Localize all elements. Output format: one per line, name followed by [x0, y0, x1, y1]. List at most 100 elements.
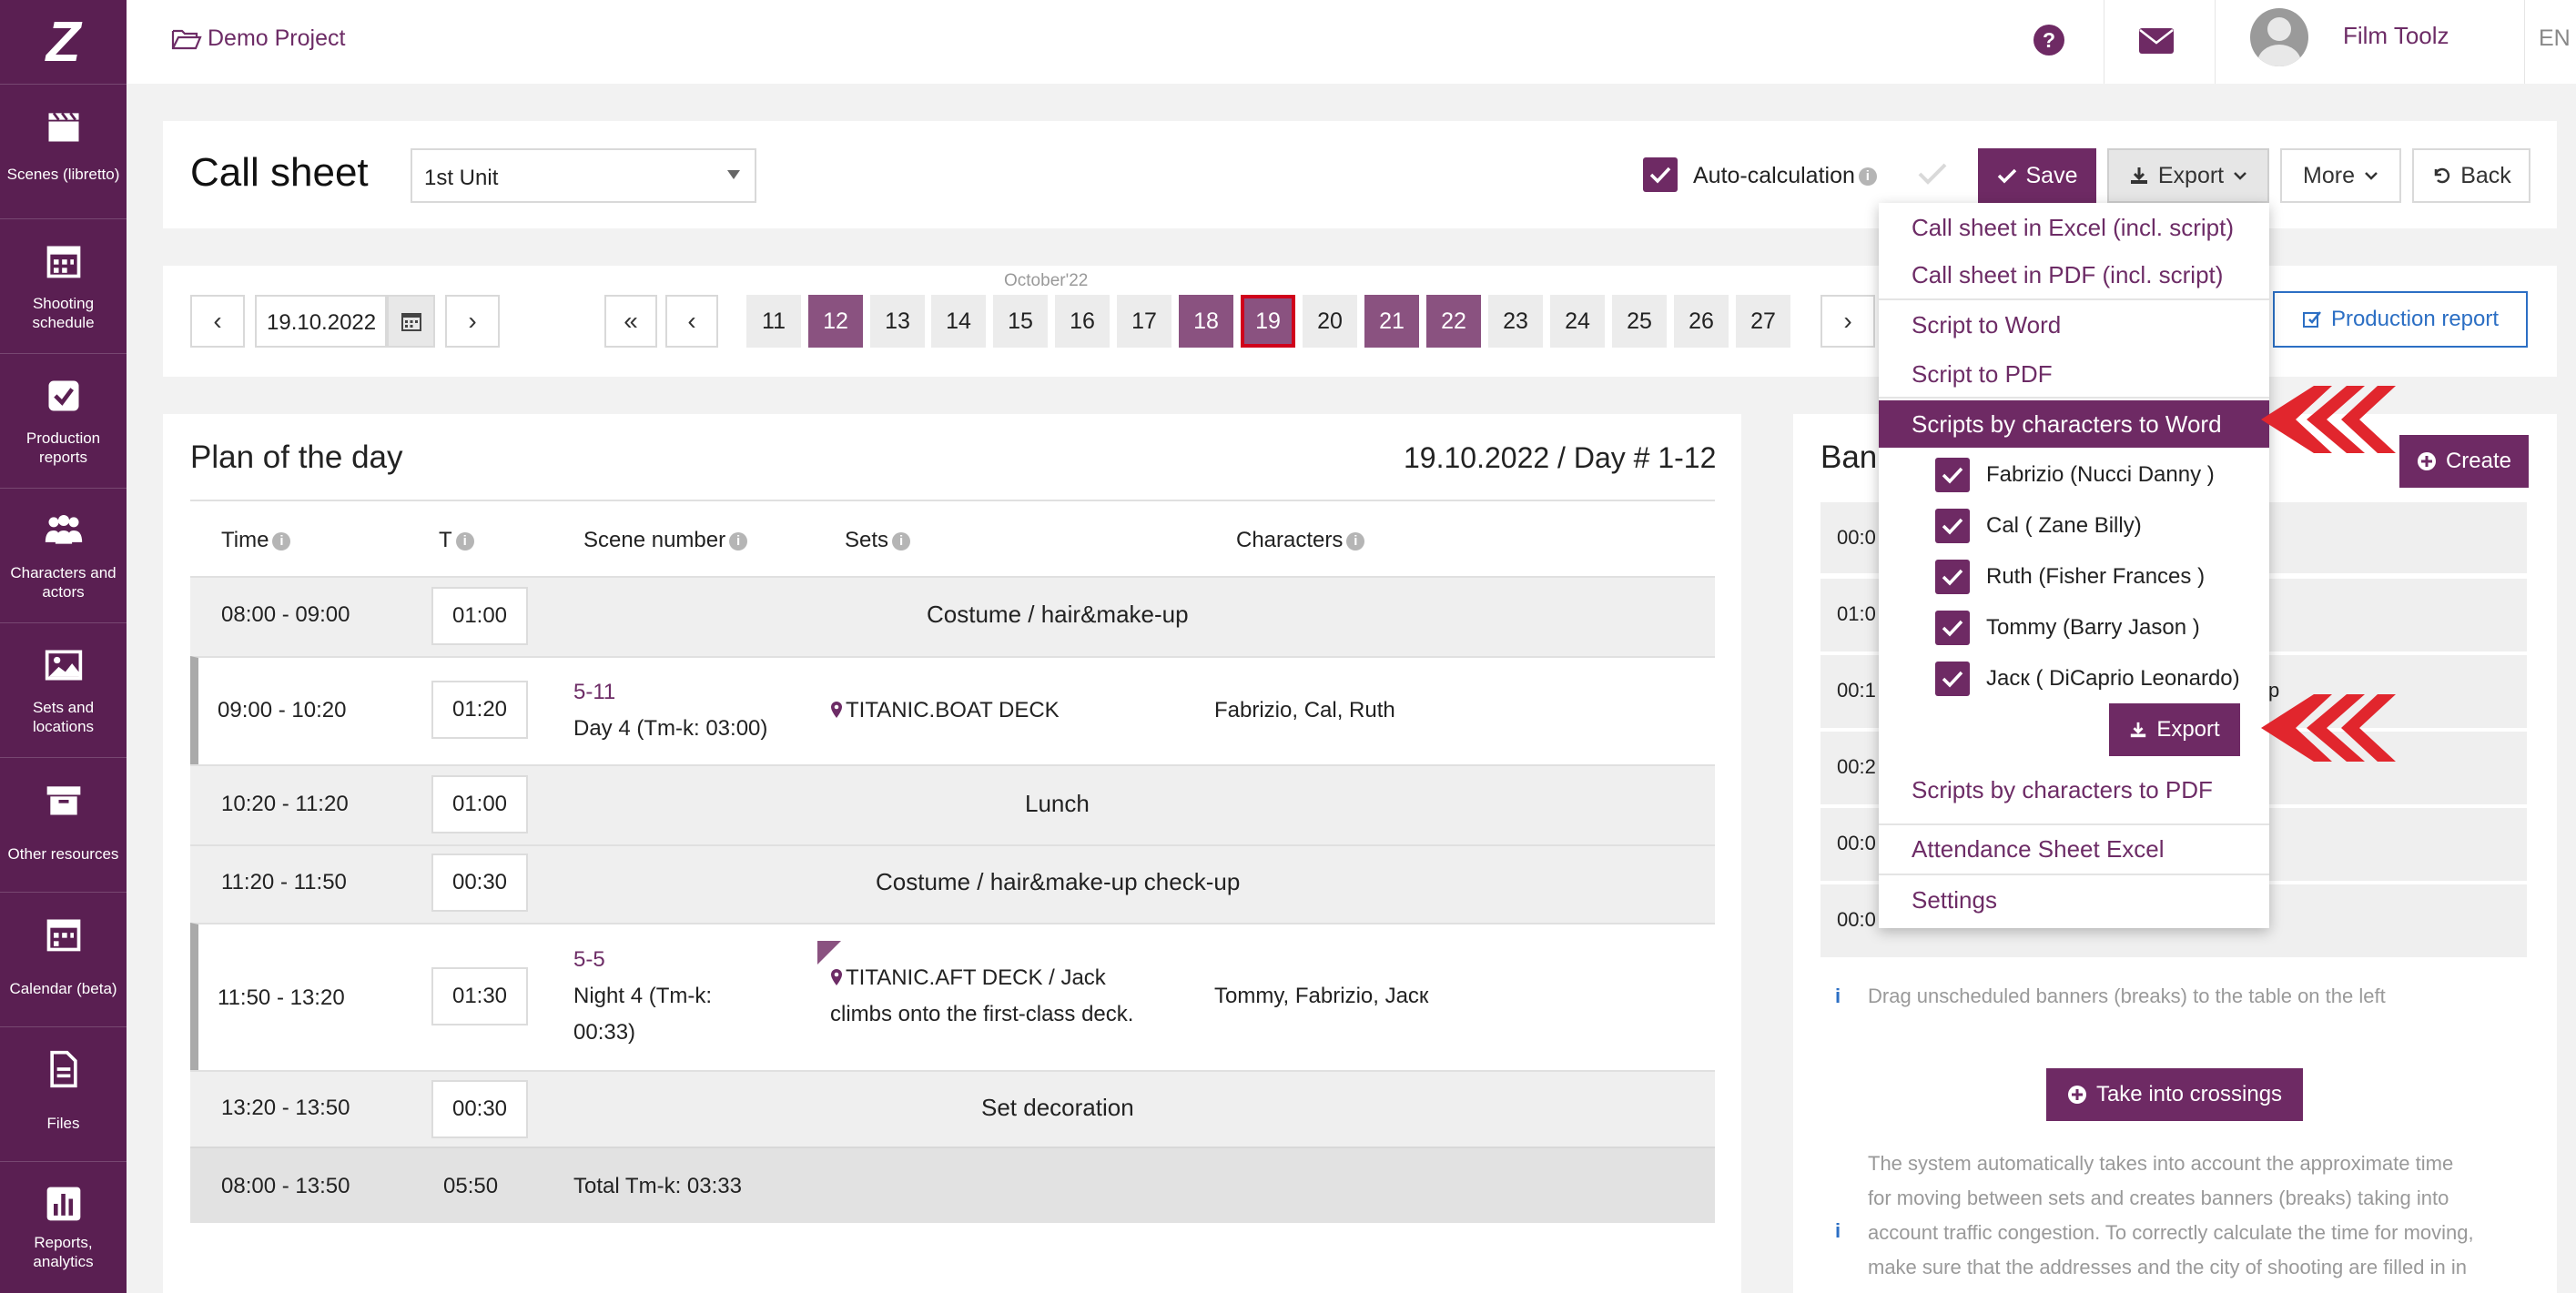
app-logo[interactable]: Z	[46, 10, 81, 74]
total-label: Total Tm-k: 03:33	[573, 1174, 742, 1198]
save-button[interactable]: Save	[1978, 148, 2096, 203]
calendar-grid-icon	[46, 246, 80, 278]
day-cell[interactable]: 12	[808, 295, 863, 348]
next-page-button[interactable]: ›	[1820, 295, 1875, 348]
mail-icon[interactable]	[2138, 27, 2175, 55]
undo-icon	[2434, 167, 2450, 184]
day-cell[interactable]: 24	[1550, 295, 1605, 348]
avatar[interactable]	[2250, 8, 2308, 66]
day-cell[interactable]: 16	[1055, 295, 1110, 348]
set-desc: climbs onto the first-class deck.	[830, 1002, 1134, 1026]
menu-item-attendance-excel[interactable]: Attendance Sheet Excel	[1912, 835, 2165, 863]
day-cell[interactable]: 22	[1426, 295, 1481, 348]
export-characters-button[interactable]: Export	[2109, 703, 2240, 756]
duration-input[interactable]: 00:30	[431, 854, 528, 912]
day-cell[interactable]: 11	[746, 295, 801, 348]
character-label: Cal ( Zane Billy)	[1986, 513, 2142, 538]
nav-files[interactable]: Files	[0, 1026, 127, 1160]
menu-item-callsheet-pdf[interactable]: Call sheet in PDF (incl. script)	[1912, 261, 2224, 288]
day-cell[interactable]: 25	[1612, 295, 1667, 348]
back-button[interactable]: Back	[2412, 148, 2530, 203]
day-cell[interactable]: 14	[931, 295, 986, 348]
duration-input[interactable]: 01:00	[431, 775, 528, 833]
export-button[interactable]: Export	[2107, 148, 2269, 203]
menu-item-settings[interactable]: Settings	[1912, 886, 1997, 914]
prev-date-button[interactable]: ‹	[190, 295, 245, 348]
duration-input[interactable]: 00:30	[431, 1080, 528, 1138]
duration-input[interactable]: 01:30	[431, 967, 528, 1025]
menu-item-script-word[interactable]: Script to Word	[1912, 311, 2062, 338]
first-page-button[interactable]: «	[604, 295, 657, 348]
nav-label: Characters and actors	[10, 564, 117, 601]
row-time: 08:00 - 09:00	[221, 602, 350, 627]
nav-reports[interactable]: Reports, analytics	[0, 1161, 127, 1293]
nav-shooting-schedule[interactable]: Shooting schedule	[0, 218, 127, 352]
calendar-picker-button[interactable]	[387, 295, 435, 348]
autocalc-checkbox[interactable]	[1643, 157, 1678, 192]
user-name[interactable]: Film Toolz	[2343, 22, 2449, 49]
day-cell[interactable]: 15	[993, 295, 1048, 348]
project-link[interactable]: Demo Project	[171, 25, 345, 52]
clapperboard-icon	[48, 112, 78, 142]
menu-item-scripts-by-characters-word[interactable]: Scripts by characters to Word	[1879, 400, 2269, 448]
duration-input[interactable]: 01:20	[431, 681, 528, 739]
scene-link[interactable]: 5-11	[573, 680, 616, 704]
day-cell[interactable]: 21	[1364, 295, 1419, 348]
check-icon[interactable]	[1917, 161, 1948, 187]
characters: Tommy, Fabrizio, Jacк	[1214, 984, 1429, 1008]
menu-item-script-pdf[interactable]: Script to PDF	[1912, 360, 2053, 388]
help-icon[interactable]: ?	[2033, 24, 2065, 56]
day-cell[interactable]: 20	[1303, 295, 1357, 348]
table-row-scene[interactable]	[190, 923, 1715, 1070]
plan-date-day: 19.10.2022 / Day # 1-12	[1404, 441, 1717, 474]
row-time: 11:50 - 13:20	[218, 985, 345, 1010]
nav-scenes[interactable]: Scenes (libretto)	[0, 84, 127, 217]
day-cell[interactable]: 18	[1179, 295, 1233, 348]
day-cell[interactable]: 23	[1488, 295, 1543, 348]
nav-label: Sets and locations	[32, 699, 95, 735]
day-cell-selected[interactable]: 19	[1241, 295, 1295, 348]
nav-characters[interactable]: Characters and actors	[0, 488, 127, 621]
check-icon	[1942, 620, 1963, 637]
unit-select[interactable]: 1st Unit	[411, 148, 756, 203]
topbar: Demo Project ? Film Toolz EN	[127, 0, 2576, 84]
more-button[interactable]: More	[2280, 148, 2401, 203]
character-checkbox[interactable]	[1935, 458, 1970, 492]
character-checkbox[interactable]	[1935, 560, 1970, 594]
banner-title: Costume / hair&make-up	[927, 601, 1189, 628]
info-icon: i	[729, 531, 748, 551]
nav-label: Production reports	[25, 429, 101, 466]
duration-input[interactable]: 01:00	[431, 587, 528, 645]
create-banner-button[interactable]: Create	[2399, 435, 2529, 488]
date-input[interactable]: 19.10.2022	[255, 295, 387, 348]
character-checkbox[interactable]	[1935, 611, 1970, 645]
language-switch[interactable]: EN	[2539, 25, 2571, 51]
production-report-button[interactable]: Production report	[2273, 291, 2528, 348]
menu-item-scripts-by-characters-pdf[interactable]: Scripts by characters to PDF	[1912, 776, 2213, 803]
day-cell[interactable]: 26	[1674, 295, 1729, 348]
scene-desc: 00:33)	[573, 1020, 636, 1045]
scene-link[interactable]: 5-5	[573, 947, 605, 972]
day-cell[interactable]: 27	[1736, 295, 1790, 348]
day-cell[interactable]: 17	[1117, 295, 1171, 348]
take-into-crossings-button[interactable]: Take into crossings	[2046, 1068, 2303, 1121]
day-cell[interactable]: 13	[870, 295, 925, 348]
nav-production-reports[interactable]: Production reports	[0, 353, 127, 487]
col-header-scene: Scene number i	[583, 528, 748, 553]
character-checkbox[interactable]	[1935, 662, 1970, 696]
next-date-button[interactable]: ›	[445, 295, 500, 348]
character-checkbox[interactable]	[1935, 509, 1970, 543]
prev-page-button[interactable]: ‹	[665, 295, 718, 348]
menu-item-callsheet-excel[interactable]: Call sheet in Excel (incl. script)	[1912, 214, 2234, 241]
nav-calendar[interactable]: Calendar (beta)	[0, 892, 127, 1025]
file-icon	[49, 1050, 77, 1088]
nav-sets[interactable]: Sets and locations	[0, 622, 127, 756]
check-icon	[1942, 671, 1963, 688]
table-row-banner[interactable]	[190, 1070, 1715, 1147]
nav-label: Reports, analytics	[33, 1234, 94, 1270]
table-row-banner[interactable]	[190, 764, 1715, 844]
plus-circle-icon	[2417, 452, 2436, 470]
nav-other-resources[interactable]: Other resources	[0, 757, 127, 891]
scene-desc: Night 4 (Tm-k:	[573, 984, 713, 1008]
